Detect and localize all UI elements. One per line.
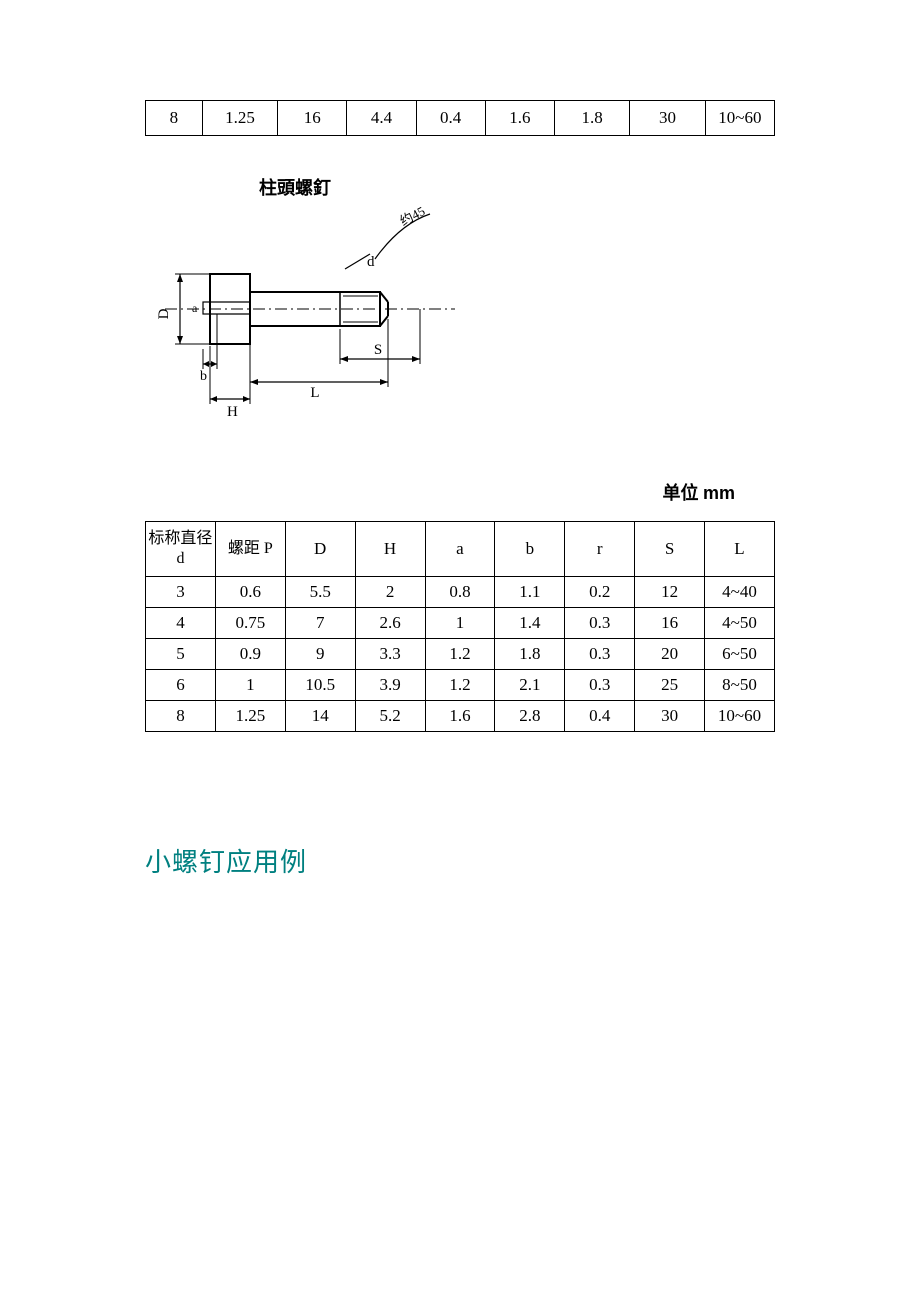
cell: 0.9 xyxy=(215,639,285,670)
cell: 30 xyxy=(630,101,705,136)
cell: 4~40 xyxy=(705,577,775,608)
cell: 5.2 xyxy=(355,701,425,732)
col-header: D xyxy=(285,522,355,577)
col-header: 标称直径 d xyxy=(146,522,216,577)
col-header: b xyxy=(495,522,565,577)
cell: 7 xyxy=(285,608,355,639)
svg-text:H: H xyxy=(227,404,238,420)
cell: 0.4 xyxy=(416,101,485,136)
cell: 1.4 xyxy=(495,608,565,639)
d-label: d xyxy=(345,254,375,270)
cell: 9 xyxy=(285,639,355,670)
cell: 30 xyxy=(635,701,705,732)
svg-text:D: D xyxy=(156,308,172,319)
cell: 1.25 xyxy=(202,101,277,136)
cell: 0.3 xyxy=(565,608,635,639)
dim-b: b xyxy=(200,314,217,384)
cell: 1.1 xyxy=(495,577,565,608)
cell: 4.4 xyxy=(347,101,416,136)
cell: 5 xyxy=(146,639,216,670)
svg-text:约45: 约45 xyxy=(397,203,427,228)
diagram-title: 柱頭螺釘 xyxy=(259,177,331,198)
cell: 3.9 xyxy=(355,670,425,701)
cell: 6 xyxy=(146,670,216,701)
col-header: a xyxy=(425,522,495,577)
section-title: 小螺钉应用例 xyxy=(145,842,775,879)
screw-diagram: 柱頭螺釘 约45 d xyxy=(145,164,775,429)
cell: 8 xyxy=(146,101,203,136)
cell: 6~50 xyxy=(705,639,775,670)
cell: 0.2 xyxy=(565,577,635,608)
cell: 1.25 xyxy=(215,701,285,732)
cell: 3 xyxy=(146,577,216,608)
dim-H: H xyxy=(210,329,250,420)
svg-text:b: b xyxy=(200,369,207,384)
svg-text:a: a xyxy=(192,301,198,315)
cell: 25 xyxy=(635,670,705,701)
dim-L: L xyxy=(250,319,388,401)
col-header: 螺距 P xyxy=(215,522,285,577)
cell: 4~50 xyxy=(705,608,775,639)
cell: 16 xyxy=(278,101,347,136)
cell: 1.8 xyxy=(554,101,629,136)
cell: 0.6 xyxy=(215,577,285,608)
cell: 14 xyxy=(285,701,355,732)
cell: 1 xyxy=(215,670,285,701)
table-row: 6 1 10.5 3.9 1.2 2.1 0.3 25 8~50 xyxy=(146,670,775,701)
cell: 0.3 xyxy=(565,670,635,701)
cell: 5.5 xyxy=(285,577,355,608)
svg-text:d: d xyxy=(367,254,375,270)
cell: 10~60 xyxy=(705,701,775,732)
cell: 0.4 xyxy=(565,701,635,732)
cell: 1 xyxy=(425,608,495,639)
cell: 8~50 xyxy=(705,670,775,701)
spec-table: 标称直径 d 螺距 P D H a b r S L 3 0.6 5.5 2 0.… xyxy=(145,521,775,732)
cell: 10~60 xyxy=(705,101,774,136)
table-row: 8 1.25 14 5.2 1.6 2.8 0.4 30 10~60 xyxy=(146,701,775,732)
col-header: L xyxy=(705,522,775,577)
cell: 2 xyxy=(355,577,425,608)
angle-annotation: 约45 xyxy=(375,203,430,259)
cell: 16 xyxy=(635,608,705,639)
cell: 0.8 xyxy=(425,577,495,608)
svg-text:S: S xyxy=(374,342,382,358)
col-header: r xyxy=(565,522,635,577)
cell: 1.6 xyxy=(485,101,554,136)
dim-a: a xyxy=(192,301,198,315)
cell: 0.75 xyxy=(215,608,285,639)
cell: 0.3 xyxy=(565,639,635,670)
table-row: 8 1.25 16 4.4 0.4 1.6 1.8 30 10~60 xyxy=(146,101,775,136)
cell: 4 xyxy=(146,608,216,639)
cell: 2.1 xyxy=(495,670,565,701)
col-header: H xyxy=(355,522,425,577)
unit-mm: mm xyxy=(703,483,735,503)
cell: 1.6 xyxy=(425,701,495,732)
unit-prefix: 单位 xyxy=(662,483,698,503)
cell: 1.8 xyxy=(495,639,565,670)
cell: 2.8 xyxy=(495,701,565,732)
cell: 1.2 xyxy=(425,670,495,701)
top-table: 8 1.25 16 4.4 0.4 1.6 1.8 30 10~60 xyxy=(145,100,775,136)
table-header-row: 标称直径 d 螺距 P D H a b r S L xyxy=(146,522,775,577)
cell: 1.2 xyxy=(425,639,495,670)
cell: 3.3 xyxy=(355,639,425,670)
unit-label: 单位 mm xyxy=(145,479,735,505)
cell: 12 xyxy=(635,577,705,608)
table-row: 4 0.75 7 2.6 1 1.4 0.3 16 4~50 xyxy=(146,608,775,639)
cell: 8 xyxy=(146,701,216,732)
svg-text:L: L xyxy=(310,385,319,401)
table-row: 3 0.6 5.5 2 0.8 1.1 0.2 12 4~40 xyxy=(146,577,775,608)
col-header: S xyxy=(635,522,705,577)
cell: 10.5 xyxy=(285,670,355,701)
table-row: 5 0.9 9 3.3 1.2 1.8 0.3 20 6~50 xyxy=(146,639,775,670)
cell: 20 xyxy=(635,639,705,670)
cell: 2.6 xyxy=(355,608,425,639)
